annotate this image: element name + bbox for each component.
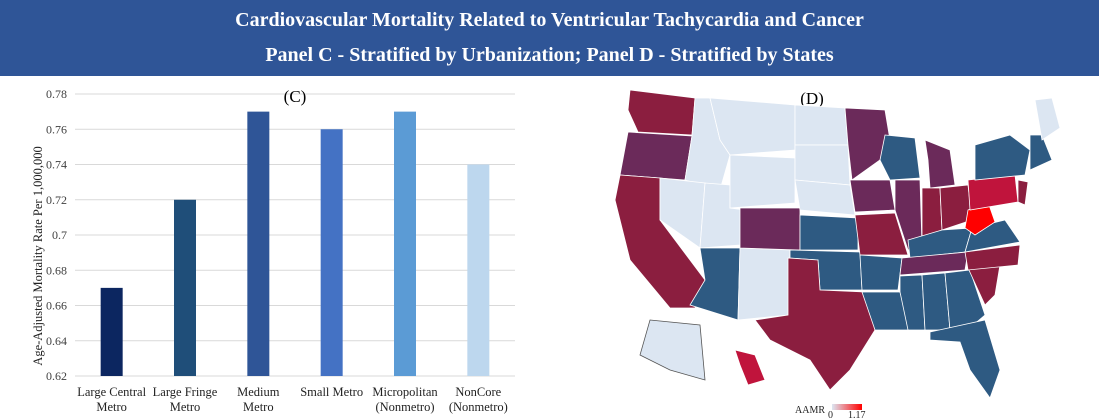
y-tick-label: 0.66 (46, 299, 67, 313)
bars (100, 111, 490, 376)
category-label: NonCore (455, 385, 501, 399)
title-line-1: Cardiovascular Mortality Related to Vent… (235, 9, 864, 31)
state-hawaii (734, 349, 766, 386)
state-south-dakota (794, 144, 851, 186)
state-texas (754, 257, 876, 391)
bar (247, 111, 270, 376)
state-kansas (799, 214, 859, 251)
state-oregon (619, 131, 693, 181)
category-label: Large Central (77, 385, 146, 399)
state-arkansas (859, 254, 903, 291)
state-maine (1034, 97, 1061, 141)
title-banner: Cardiovascular Mortality Related to Vent… (0, 0, 1099, 76)
state-alaska (639, 319, 706, 381)
state-florida (929, 319, 1001, 399)
legend-title: AAMR (795, 405, 825, 416)
state-mississippi (899, 274, 926, 331)
state-washington (627, 89, 696, 136)
y-axis-label: Age-Adjusted Mortality Rate Per 1,000,00… (31, 146, 45, 365)
state-new-mexico (737, 247, 791, 321)
category-label: Medium (237, 385, 280, 399)
state-north-carolina (964, 244, 1021, 271)
state-arizona (689, 247, 741, 321)
legend-min: 0 (828, 410, 833, 418)
category-label: (Nonmetro) (449, 400, 508, 414)
gridlines (75, 93, 515, 377)
y-tick-label: 0.76 (46, 122, 67, 136)
y-tick-label: 0.78 (46, 87, 67, 101)
y-tick-label: 0.7 (52, 228, 67, 242)
category-label: Small Metro (300, 385, 363, 399)
state-wyoming (729, 154, 796, 209)
panel-c-label: (C) (284, 87, 307, 106)
category-label: Metro (170, 400, 201, 414)
panel-d-label: (D) (800, 89, 824, 108)
state-colorado (739, 207, 801, 251)
state-wisconsin (879, 134, 921, 181)
bar (467, 164, 490, 376)
legend-max: 1.17 (848, 410, 866, 418)
bar (320, 129, 343, 376)
state-new-jersey (1017, 179, 1029, 206)
bar (100, 287, 123, 376)
category-label: Metro (96, 400, 127, 414)
title-line-2: Panel C - Stratified by Urbanization; Pa… (265, 44, 834, 66)
state-missouri (854, 212, 909, 256)
state-new-york (974, 134, 1031, 181)
bar (174, 199, 196, 376)
bar (394, 111, 416, 376)
state-regions (614, 89, 1061, 399)
aamr-legend: AAMR 0 1.17 (795, 404, 866, 418)
y-tick-label: 0.62 (46, 369, 67, 383)
y-tick-label: 0.68 (46, 263, 67, 277)
category-label: (Nonmetro) (375, 400, 434, 414)
state-montana (709, 97, 796, 156)
state-nebraska (794, 179, 856, 216)
y-tick-labels: 0.62 0.64 0.66 0.68 0.7 0.72 0.74 0.76 0.78 (46, 87, 67, 383)
state-north-dakota (794, 104, 849, 146)
y-tick-label: 0.74 (46, 158, 67, 172)
y-tick-label: 0.64 (46, 334, 67, 348)
state-tennessee (899, 251, 969, 276)
category-label: Metro (243, 400, 274, 414)
state-michigan (924, 139, 956, 189)
state-iowa (849, 179, 896, 213)
y-tick-label: 0.72 (46, 193, 67, 207)
panel-c-bar-chart: 0.62 0.64 0.66 0.68 0.7 0.72 0.74 0.76 0.78 Larg… (31, 87, 515, 414)
category-label: Micropolitan (372, 385, 438, 399)
panel-d-us-map: (D) (614, 89, 1061, 418)
legend-color-ramp (832, 404, 862, 410)
state-new-england (1029, 134, 1053, 171)
category-label: Large Fringe (153, 385, 218, 399)
